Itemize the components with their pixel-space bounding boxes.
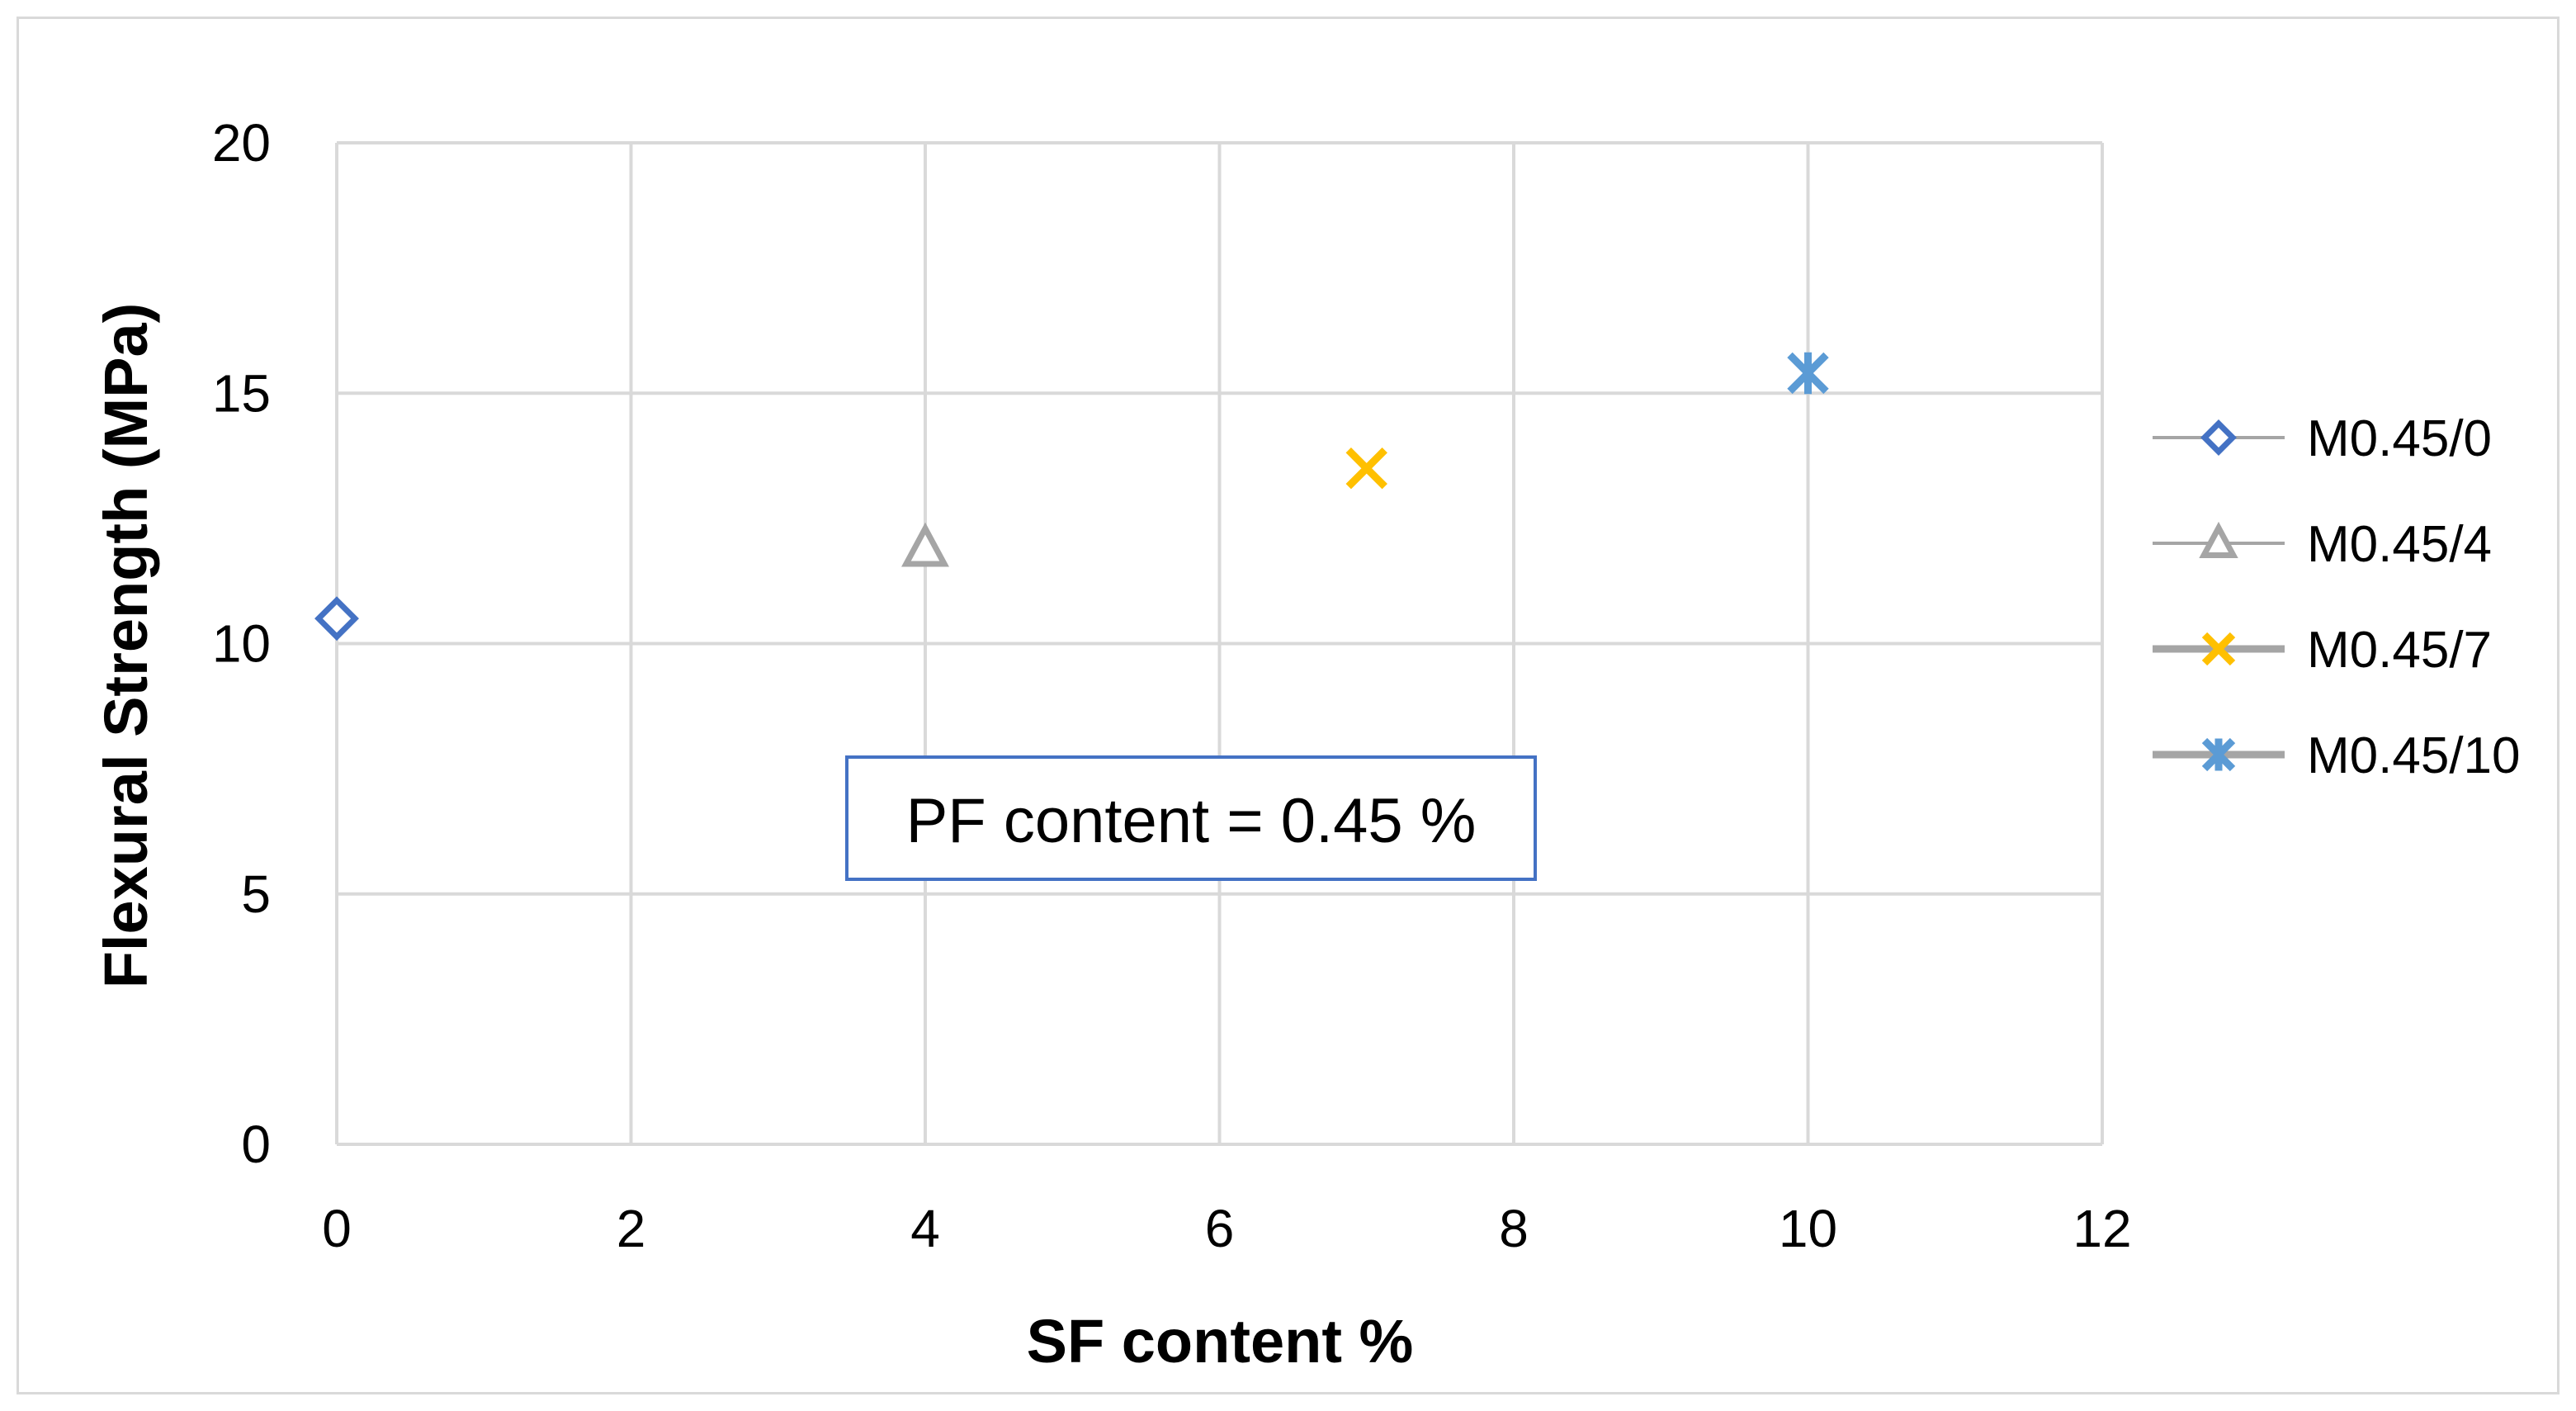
annotation-border <box>845 755 1537 881</box>
legend-item-M0.45/10: M0.45/10 <box>2153 727 2521 784</box>
y-axis-ticks: 0 5 10 15 20 <box>212 113 271 1174</box>
y-tick-label-4: 20 <box>212 113 271 173</box>
x-tick-label-0: 0 <box>322 1199 352 1258</box>
data-point-M0.45/4-0 <box>901 522 949 567</box>
annotation-box: PF content = 0.45 % <box>845 755 1537 881</box>
legend-marker-0 <box>2200 419 2237 456</box>
y-tick-label-3: 15 <box>212 363 271 423</box>
legend-label-0: M0.45/0 <box>2307 410 2492 467</box>
legend-item-M0.45/0: M0.45/0 <box>2153 410 2492 467</box>
legend-marker-3 <box>2201 737 2236 772</box>
y-tick-label-0: 0 <box>241 1115 271 1174</box>
annotation-text: PF content = 0.45 % <box>906 786 1477 856</box>
chart-frame <box>17 17 2559 1394</box>
data-point-M0.45/0-0 <box>314 596 359 642</box>
x-tick-label-6: 12 <box>2073 1199 2131 1258</box>
data-point-M0.45/10-0 <box>1787 352 1829 395</box>
y-tick-label-1: 5 <box>241 864 271 924</box>
grid <box>335 141 2104 1146</box>
x-axis-ticks: 0 2 4 6 8 10 12 <box>322 1199 2131 1258</box>
x-tick-label-2: 4 <box>910 1199 940 1258</box>
data-points <box>314 352 1829 642</box>
x-tick-label-3: 6 <box>1205 1199 1235 1258</box>
legend-marker-2 <box>2201 632 2236 666</box>
x-tick-label-5: 10 <box>1779 1199 1837 1258</box>
legend-label-3: M0.45/10 <box>2307 727 2521 784</box>
legend-item-M0.45/7: M0.45/7 <box>2153 622 2492 679</box>
y-axis-title: Flexural Strength (MPa) <box>92 303 160 989</box>
legend: M0.45/0 M0.45/4 M0.45/7 M0.45/10 <box>2153 410 2521 784</box>
data-point-M0.45/7-0 <box>1345 447 1387 490</box>
x-axis-title: SF content % <box>1027 1307 1414 1375</box>
legend-label-1: M0.45/4 <box>2307 516 2492 573</box>
x-tick-label-4: 8 <box>1499 1199 1529 1258</box>
legend-item-M0.45/4: M0.45/4 <box>2153 516 2492 573</box>
legend-marker-1 <box>2199 521 2238 558</box>
x-tick-label-1: 2 <box>617 1199 646 1258</box>
legend-label-2: M0.45/7 <box>2307 622 2492 679</box>
y-tick-label-2: 10 <box>212 614 271 674</box>
